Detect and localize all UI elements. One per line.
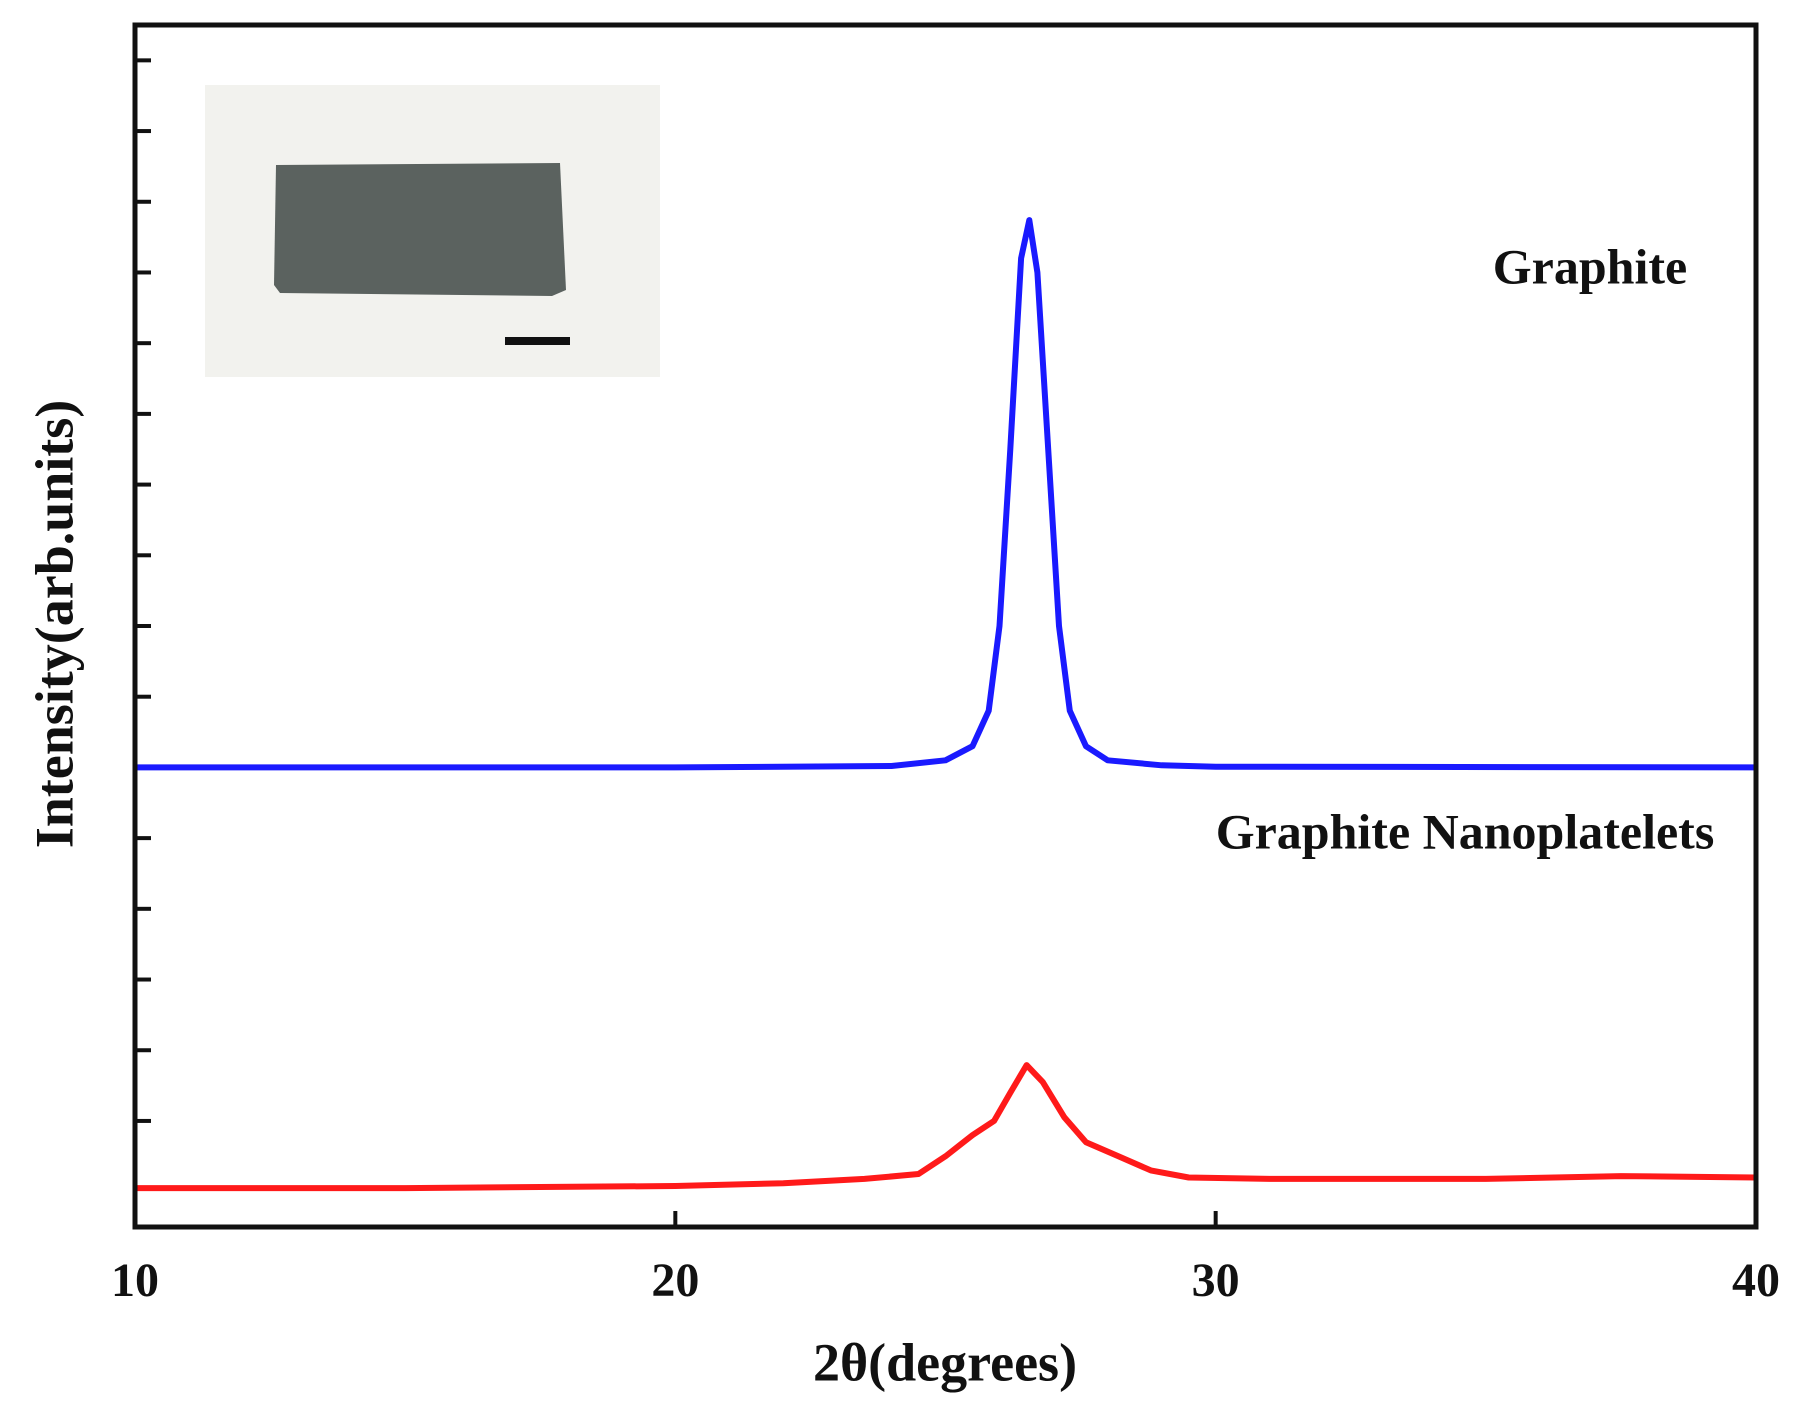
inset-sample <box>274 163 566 296</box>
x-axis-title: 2θ(degrees) <box>813 1332 1077 1392</box>
annotation: Graphite Nanoplatelets <box>1216 803 1715 859</box>
line-series <box>135 1062 1757 1192</box>
plot-frame <box>132 22 1759 1230</box>
line-series <box>135 217 1757 771</box>
x-tick-label: 40 <box>1732 1254 1780 1307</box>
x-tick-label: 20 <box>651 1254 699 1307</box>
scale-bar <box>505 337 570 345</box>
y-axis-title: Intensity(arb.units) <box>24 400 84 849</box>
x-tick-label: 10 <box>111 1254 159 1307</box>
annotation: Graphite <box>1493 238 1687 294</box>
x-tick-label: 30 <box>1192 1254 1240 1307</box>
